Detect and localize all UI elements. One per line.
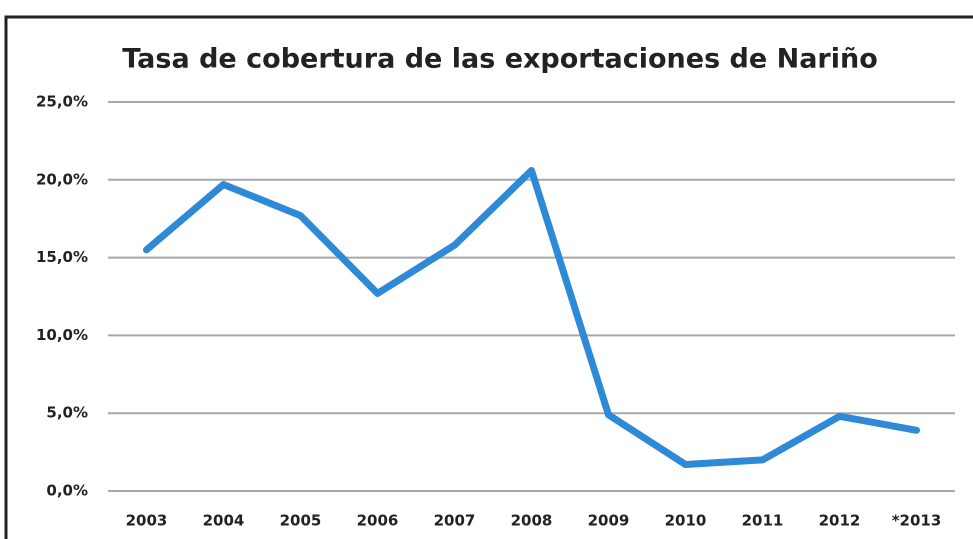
x-tick-label: 2012 — [819, 512, 861, 530]
y-tick-label: 20,0% — [36, 170, 88, 188]
y-tick-label: 25,0% — [36, 93, 88, 111]
y-tick-label: 10,0% — [36, 326, 88, 344]
x-tick-label: 2011 — [742, 512, 784, 530]
x-tick-label: 2006 — [357, 512, 399, 530]
y-tick-label: 5,0% — [46, 404, 88, 422]
x-tick-label: 2005 — [280, 512, 322, 530]
x-tick-label: *2013 — [892, 512, 942, 530]
y-tick-label: 15,0% — [36, 248, 88, 266]
chart-title: Tasa de cobertura de las exportaciones d… — [122, 44, 878, 75]
frame — [4, 15, 973, 539]
x-tick-label: 2009 — [588, 512, 630, 530]
x-tick-label: 2010 — [665, 512, 707, 530]
x-tick-label: 2007 — [434, 512, 476, 530]
x-tick-label: 2008 — [511, 512, 553, 530]
x-tick-label: 2003 — [126, 512, 168, 530]
line — [143, 167, 920, 468]
x-tick-label: 2004 — [203, 512, 245, 530]
y-tick-label: 0,0% — [46, 482, 88, 500]
